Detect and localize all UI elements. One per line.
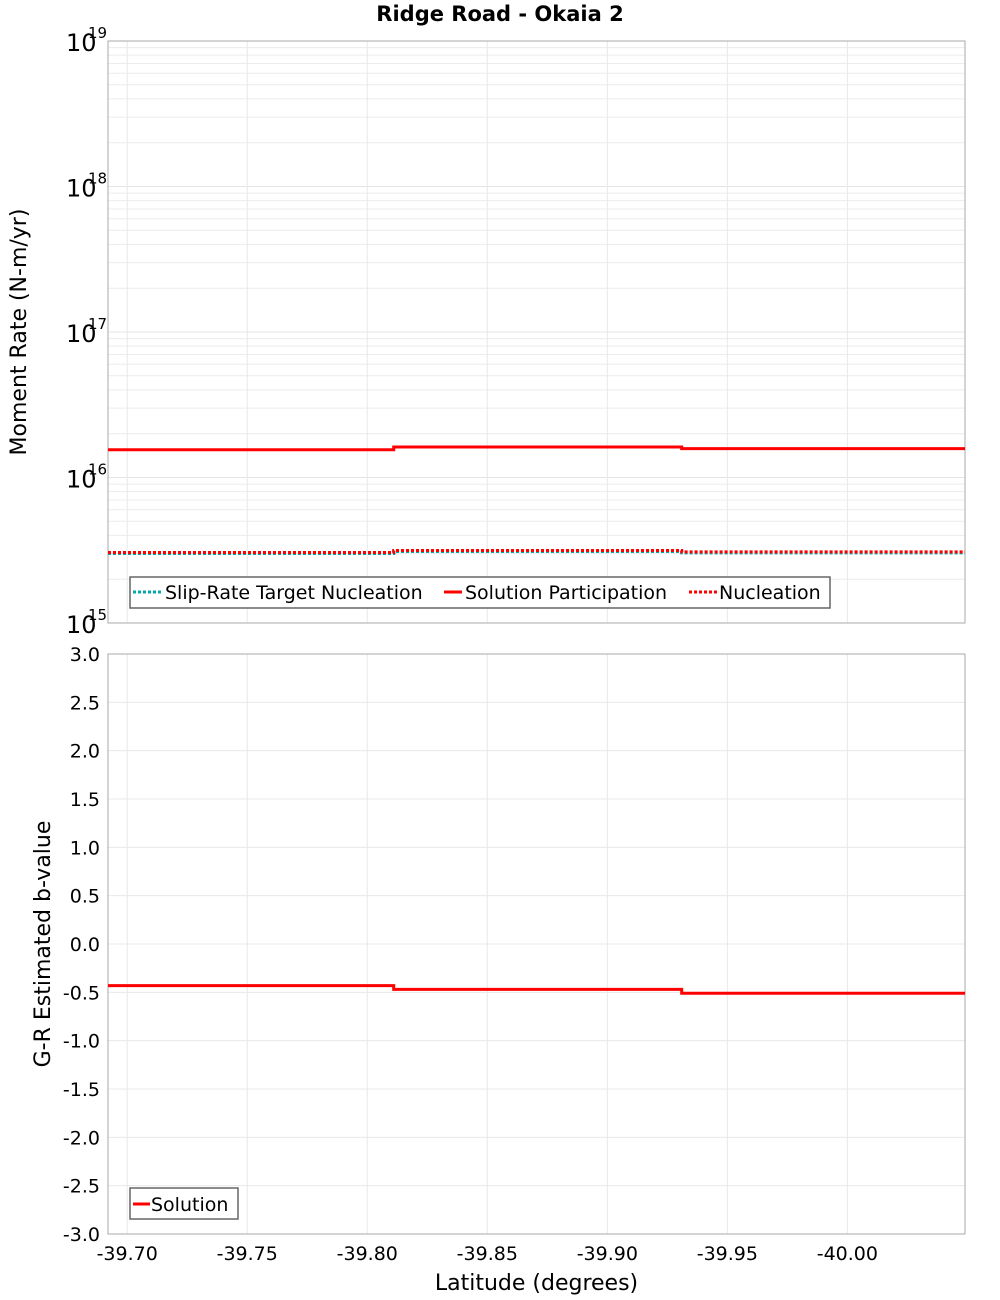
y-tick-label: -1.5 (63, 1079, 100, 1101)
x-tick-label: -39.95 (697, 1243, 758, 1265)
y-tick-label: -2.0 (63, 1127, 100, 1149)
y-tick-exponent: 17 (88, 315, 107, 333)
b-value-plot: 3.0 2.5 2.0 1.5 1.0 0.5 0.0 -0.5 -1.0 -1.5 -2.0 -2.… (31, 644, 966, 1296)
legend-label: Solution (151, 1194, 228, 1216)
chart-title: Ridge Road - Okaia 2 (376, 2, 624, 26)
y-tick-label: 10 (66, 29, 97, 57)
y-tick-label: -1.0 (63, 1031, 100, 1053)
series-line (108, 984, 965, 995)
y-tick-label: 1.5 (70, 789, 100, 811)
legend-top: Slip-Rate Target Nucleation Solution Part… (129, 576, 831, 609)
x-tick-label: -39.75 (217, 1243, 278, 1265)
legend-bottom: Solution (129, 1187, 239, 1220)
x-tick-label: -39.90 (577, 1243, 638, 1265)
y-tick-label: 10 (66, 466, 97, 494)
x-tick-label: -39.85 (457, 1243, 518, 1265)
y-tick-label: 1.0 (70, 837, 100, 859)
y-tick-label: 10 (66, 611, 97, 639)
legend-label: Solution Participation (465, 582, 667, 604)
y-tick-label: 0.0 (70, 934, 100, 956)
y-tick-label: 10 (66, 175, 97, 203)
series-line (108, 549, 965, 554)
y-axis-label: Moment Rate (N-m/yr) (7, 209, 32, 456)
x-axis-label: Latitude (degrees) (435, 1271, 638, 1296)
x-tick-label: -39.70 (97, 1243, 158, 1265)
y-tick-label: 10 (66, 320, 97, 348)
series-line (108, 445, 965, 452)
y-tick-label: 3.0 (70, 644, 100, 666)
y-tick-label: 2.0 (70, 741, 100, 763)
y-tick-label: -2.5 (63, 1176, 100, 1198)
x-tick-label: -40.00 (817, 1243, 878, 1265)
y-tick-exponent: 18 (88, 170, 107, 188)
legend-label: Nucleation (719, 582, 821, 604)
y-tick-exponent: 16 (88, 461, 107, 479)
y-axis-label: G-R Estimated b-value (31, 821, 56, 1068)
y-tick-label: -0.5 (63, 982, 100, 1004)
y-tick-label: 0.5 (70, 886, 100, 908)
y-tick-exponent: 15 (88, 606, 107, 624)
x-tick-label: -39.80 (337, 1243, 398, 1265)
legend-label: Slip-Rate Target Nucleation (165, 582, 423, 604)
y-tick-label: 2.5 (70, 692, 100, 714)
y-tick-label: -3.0 (63, 1224, 100, 1246)
y-tick-exponent: 19 (88, 24, 107, 42)
